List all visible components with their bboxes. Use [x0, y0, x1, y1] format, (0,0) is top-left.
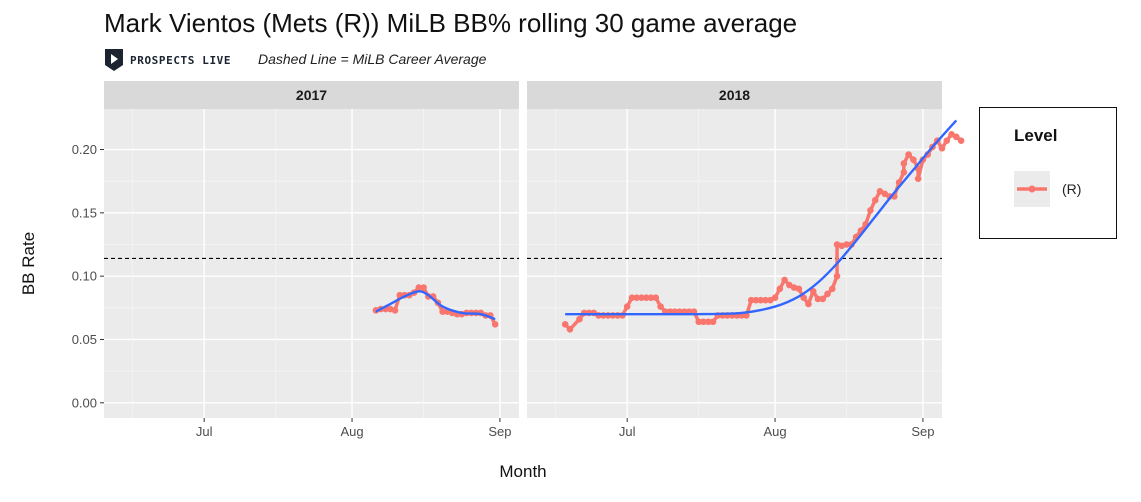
panel-2018-background	[527, 109, 942, 418]
panel-2018-series-point	[700, 318, 707, 326]
panel-2018-series-point	[871, 196, 879, 204]
panel-2018-series-point	[642, 294, 650, 301]
x-axis-title: Month	[499, 462, 546, 481]
panel-2017-x-tick-label: Jul	[196, 424, 213, 439]
logo-text: PROSPECTS LIVE	[130, 53, 232, 67]
panel-2018-series-point	[824, 290, 831, 298]
panel-2018-series-point	[828, 285, 836, 293]
panel-2018-series-point	[704, 318, 712, 326]
panel-2018-series-point	[657, 303, 664, 310]
prospects-live-logo: PROSPECTS LIVE	[104, 48, 231, 72]
y-axis-title: BB Rate	[19, 232, 38, 295]
panel-2018-series-point	[843, 241, 850, 248]
panel-2017-series-point	[439, 308, 446, 315]
panel-2018-series-point	[576, 315, 583, 323]
panel-2018-series-point	[914, 175, 922, 182]
panel-2018-series-point	[953, 133, 960, 141]
y-tick-label: 0.00	[72, 395, 97, 410]
panel-2017-smooth-line	[375, 290, 496, 321]
panel-2018-series-point	[781, 276, 788, 284]
panel-2018-series-point	[752, 296, 760, 304]
panel-2018-series-point	[709, 318, 717, 326]
panel-2017-background	[104, 109, 519, 418]
panel-2018-series-point	[938, 144, 946, 152]
panel-2018-series-point	[695, 318, 703, 326]
panel-2017-series-point	[391, 307, 399, 314]
play-shield-icon	[105, 49, 123, 71]
legend-label-r: (R)	[1062, 181, 1082, 197]
panel-2018-series-point	[809, 288, 817, 295]
y-tick-label: 0.15	[72, 205, 97, 220]
panel-2017-series-point	[420, 284, 427, 291]
chart-subtitle: Dashed Line = MiLB Career Average	[258, 51, 487, 67]
panel-2017-strip	[104, 81, 519, 109]
panel-2018-series-point	[652, 294, 660, 301]
panel-2018-x-tick-label: Aug	[763, 424, 786, 439]
chart-title: Mark Vientos (Mets (R)) MiLB BB% rolling…	[104, 8, 798, 38]
panel-2017-series-point	[491, 320, 499, 328]
panel-2017-series-point	[415, 284, 423, 291]
panel-2018-series-point	[747, 296, 755, 304]
panel-2018-series-point	[647, 294, 655, 301]
legend-title: Level	[1014, 126, 1058, 145]
panel-2018-smooth-line	[565, 119, 958, 316]
panel-2018-x-tick-label: Jul	[619, 424, 636, 439]
panel-2018-series-point	[814, 295, 822, 303]
panel-2018-series-point	[623, 303, 631, 310]
panel-2018-series-point	[805, 300, 812, 308]
panel-2018-x-tick-label: Sep	[911, 424, 934, 439]
y-tick-label: 0.10	[72, 269, 97, 284]
legend: Level (R)	[979, 107, 1117, 239]
panel-2018-series-point	[776, 285, 784, 293]
panel-2018-series-point	[628, 294, 636, 301]
panel-2017-strip-label: 2017	[296, 87, 327, 103]
panel-2018-strip-label: 2018	[719, 87, 750, 103]
y-tick-label: 0.05	[72, 332, 97, 347]
panel-2018-series-point	[800, 294, 807, 301]
panel-2018-series-point	[900, 160, 908, 167]
legend-key-r	[1014, 171, 1050, 207]
panel-2018-strip	[527, 81, 942, 109]
panel-2018-series-point	[561, 320, 569, 328]
panel-2018-series-point	[943, 137, 951, 144]
y-tick-label: 0.20	[72, 142, 97, 157]
panel-2018-series-point	[867, 207, 874, 214]
panel-2018-series-point	[900, 169, 908, 176]
panel-2018-series-point	[757, 296, 765, 304]
panel-2018-series-point	[833, 272, 841, 280]
panel-2018-series-point	[905, 151, 912, 158]
panel-2018-series-point	[910, 156, 917, 163]
panel-2018-series-point	[762, 296, 769, 304]
panel-2018-series-point	[566, 326, 574, 333]
panel-2017-x-tick-label: Sep	[488, 424, 511, 439]
panel-2018-series-point	[795, 285, 803, 293]
panel-2018-series-point	[771, 294, 779, 301]
panel-2018-series-point	[957, 137, 965, 144]
panel-2018-series-point	[638, 294, 645, 301]
panel-2018-series-point	[819, 295, 827, 303]
panel-2017-x-tick-label: Aug	[340, 424, 363, 439]
panel-2018-series-point	[633, 294, 641, 301]
